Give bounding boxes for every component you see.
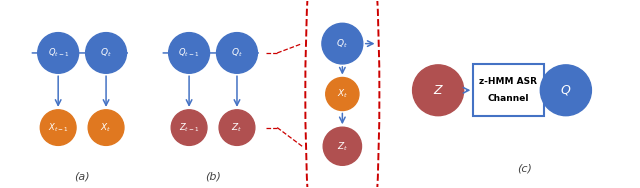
Text: $X_{t-1}$: $X_{t-1}$ bbox=[48, 121, 68, 134]
Ellipse shape bbox=[326, 77, 359, 111]
Text: Channel: Channel bbox=[488, 94, 529, 103]
Ellipse shape bbox=[540, 65, 591, 116]
Ellipse shape bbox=[323, 127, 362, 165]
Ellipse shape bbox=[38, 33, 79, 73]
Text: $Q_t$: $Q_t$ bbox=[100, 47, 112, 59]
Ellipse shape bbox=[40, 110, 76, 145]
Ellipse shape bbox=[219, 110, 255, 145]
Ellipse shape bbox=[172, 110, 207, 145]
Text: $Q$: $Q$ bbox=[560, 83, 572, 97]
Text: (c): (c) bbox=[517, 164, 532, 174]
Ellipse shape bbox=[413, 65, 464, 116]
Ellipse shape bbox=[216, 33, 257, 73]
Ellipse shape bbox=[322, 23, 363, 64]
Text: z-HMM ASR: z-HMM ASR bbox=[479, 77, 538, 86]
Text: $Q_t$: $Q_t$ bbox=[337, 37, 348, 50]
Ellipse shape bbox=[88, 110, 124, 145]
FancyBboxPatch shape bbox=[473, 64, 543, 116]
Text: $Z_{t-1}$: $Z_{t-1}$ bbox=[179, 121, 199, 134]
Text: (b): (b) bbox=[205, 171, 221, 181]
Text: (a): (a) bbox=[74, 171, 90, 181]
Text: $X_t$: $X_t$ bbox=[100, 121, 112, 134]
Text: $Q_{t-1}$: $Q_{t-1}$ bbox=[47, 47, 68, 59]
Text: $Q_{t-1}$: $Q_{t-1}$ bbox=[179, 47, 200, 59]
Ellipse shape bbox=[169, 33, 209, 73]
Text: $X_t$: $X_t$ bbox=[337, 88, 348, 100]
Text: $Z$: $Z$ bbox=[433, 84, 444, 97]
Ellipse shape bbox=[86, 33, 127, 73]
Text: $Z_t$: $Z_t$ bbox=[232, 121, 243, 134]
Text: $Q_t$: $Q_t$ bbox=[231, 47, 243, 59]
Text: $Z_t$: $Z_t$ bbox=[337, 140, 348, 152]
